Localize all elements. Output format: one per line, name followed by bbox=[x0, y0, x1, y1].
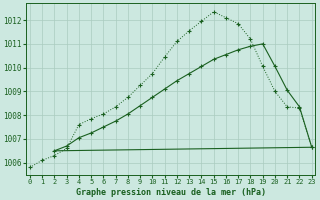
X-axis label: Graphe pression niveau de la mer (hPa): Graphe pression niveau de la mer (hPa) bbox=[76, 188, 266, 197]
